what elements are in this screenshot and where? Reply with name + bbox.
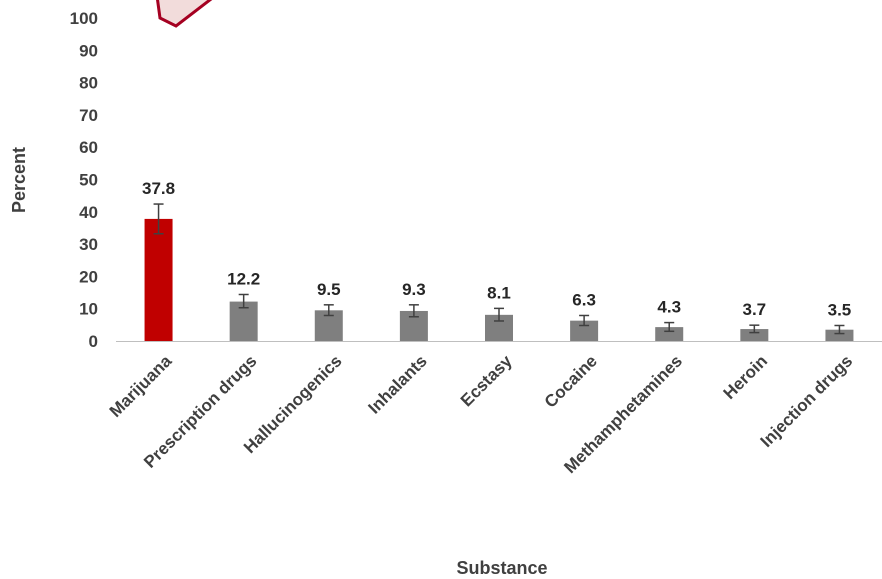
x-tick-label: Heroin (720, 351, 772, 403)
data-label: 3.7 (743, 300, 767, 319)
y-tick-label: 30 (79, 235, 98, 254)
x-tick-label: Inhalants (365, 351, 431, 417)
data-label: 9.3 (402, 280, 426, 299)
y-tick-label: 10 (79, 300, 98, 319)
y-axis-title: Percent (9, 147, 29, 213)
y-tick-label: 0 (89, 332, 98, 351)
y-tick-label: 90 (79, 41, 98, 60)
callout-box (156, 0, 213, 28)
data-label: 12.2 (227, 269, 260, 288)
data-label: 8.1 (487, 283, 511, 302)
y-tick-label: 20 (79, 267, 98, 286)
y-tick-label: 70 (79, 106, 98, 125)
x-tick-label: Injection drugs (757, 351, 857, 451)
x-tick-label: Cocaine (541, 351, 601, 411)
y-tick-label: 100 (70, 9, 98, 28)
x-tick-label: Ecstasy (457, 351, 516, 410)
y-tick-label: 50 (79, 171, 98, 190)
data-label: 37.8 (142, 179, 175, 198)
data-label: 6.3 (572, 290, 596, 309)
x-axis-title: Substance (456, 558, 547, 578)
bar-cocaine (570, 320, 599, 341)
bar-methamphetamines (655, 327, 684, 341)
x-tick-label: Marijuana (106, 351, 176, 421)
y-tick-label: 40 (79, 203, 98, 222)
y-tick-label: 80 (79, 74, 98, 93)
data-label: 9.5 (317, 280, 341, 299)
bar-marijuana (144, 218, 173, 341)
data-label: 3.5 (828, 300, 852, 319)
data-label: 4.3 (657, 298, 681, 317)
y-tick-label: 60 (79, 138, 98, 157)
bar-injection-drugs (825, 329, 854, 341)
bar-heroin (740, 329, 769, 341)
